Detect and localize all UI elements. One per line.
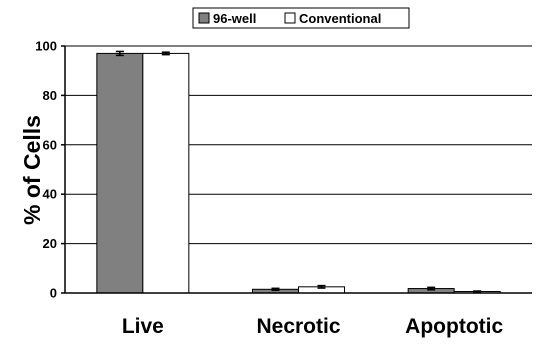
bars (96, 52, 501, 294)
y-tick-label: 40 (43, 187, 57, 202)
y-tick-label: 20 (43, 236, 57, 251)
legend-label-conventional: Conventional (299, 11, 381, 26)
y-tick-label: 0 (50, 286, 57, 301)
y-tick-label: 60 (43, 137, 57, 152)
bar-conventional-live (142, 52, 190, 294)
x-category-label: Necrotic (256, 315, 340, 338)
legend-swatch-96-well (198, 12, 210, 24)
error-bars (115, 50, 482, 293)
y-tick-label: 80 (43, 88, 57, 103)
bar-96-well-live (96, 52, 144, 294)
legend-label-96-well: 96-well (213, 11, 256, 26)
x-category-label: Apoptotic (405, 315, 503, 338)
x-axis-labels: Live Necrotic Apoptotic (122, 315, 504, 338)
y-axis-ticks: 0 20 40 60 80 100 (35, 39, 65, 301)
y-axis-title: % of Cells (19, 115, 45, 225)
legend: 96-well Conventional (192, 7, 410, 29)
x-category-label: Live (122, 315, 164, 338)
y-tick-label: 100 (35, 39, 57, 54)
legend-swatch-conventional (284, 12, 296, 24)
legend-box (192, 7, 410, 29)
